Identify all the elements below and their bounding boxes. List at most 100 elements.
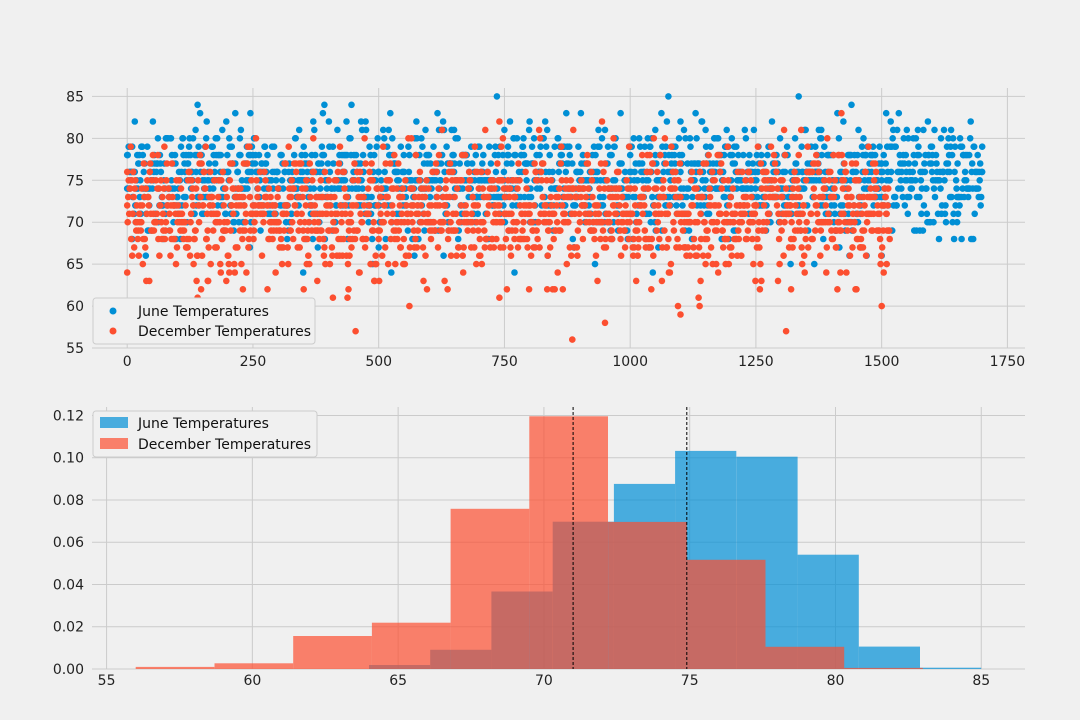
scatter-point-december [840,177,848,184]
legend-swatch-june [100,417,128,428]
scatter-point-june [357,160,364,167]
scatter-point-december [226,177,234,184]
scatter-point-june [139,143,146,150]
scatter-point-june [969,235,977,243]
scatter-point-december [347,210,354,218]
scatter-point-december [333,177,340,184]
scatter-point-june [641,143,649,150]
scatter-point-june [687,143,694,150]
scatter-point-december [399,185,407,192]
scatter-point-december [802,235,809,243]
scatter-point-june [721,193,728,201]
scatter-point-december [727,193,735,201]
scatter-point-december [274,185,282,192]
scatter-point-december [358,218,366,226]
scatter-point-june [976,177,983,184]
scatter-point-june [373,143,381,150]
scatter-point-december [402,177,409,184]
scatter-point-june [217,151,225,159]
scatter-point-december [178,210,186,218]
scatter-point-december [633,227,641,234]
scatter-point-june [422,126,429,134]
scatter-point-december [244,160,251,167]
scatter-point-december [512,227,519,234]
scatter-point-december [823,269,830,276]
scatter-point-december [250,235,257,243]
scatter-point-december [160,185,168,192]
scatter-point-december [416,177,423,184]
scatter-point-december [396,202,404,209]
scatter-point-december [831,177,839,184]
scatter-point-december [423,177,430,184]
scatter-point-december [465,185,473,192]
histogram-bar-december [686,559,766,669]
scatter-point-december [804,143,811,150]
scatter-point-december [838,151,846,159]
scatter-point-december [837,269,844,276]
scatter-point-december [780,252,787,259]
scatter-x-tick-label: 1250 [738,354,774,370]
scatter-point-december [771,177,778,184]
scatter-point-december [577,193,585,201]
scatter-point-december [873,185,880,192]
scatter-point-december [837,227,845,234]
scatter-point-june [707,143,714,150]
scatter-point-december [417,202,425,209]
scatter-point-june [179,135,187,142]
scatter-point-december [310,135,317,142]
scatter-point-june [831,202,838,209]
histogram-x-tick-label: 60 [243,673,261,689]
scatter-point-december [602,235,609,243]
scatter-point-december [878,244,886,251]
legend-marker-june [109,307,117,315]
scatter-point-december [145,193,152,201]
scatter-point-june [314,244,322,251]
scatter-point-december [140,160,148,167]
scatter-point-december [192,185,200,192]
scatter-point-june [956,202,963,209]
scatter-point-june [237,126,245,134]
scatter-point-december [576,210,583,218]
scatter-point-december [228,202,236,209]
scatter-point-december [283,202,291,209]
scatter-point-june [967,118,974,125]
scatter-point-december [787,286,795,293]
scatter-point-december [546,244,554,251]
scatter-point-december [754,143,762,150]
scatter-point-december [188,177,195,184]
scatter-point-december [532,168,539,176]
histogram-bar-december [765,646,845,669]
scatter-point-december [243,269,250,276]
scatter-point-december [431,227,439,234]
scatter-point-june [195,143,202,150]
scatter-y-tick-label: 70 [66,215,84,231]
scatter-point-december [689,202,697,209]
scatter-point-june [520,135,527,142]
scatter-point-december [474,202,482,209]
scatter-point-december [415,210,422,218]
scatter-point-december [675,177,682,184]
scatter-point-june [671,151,678,159]
scatter-point-june [480,151,487,159]
scatter-point-june [203,118,210,125]
scatter-point-december [466,177,474,184]
scatter-point-june [329,143,337,150]
scatter-point-june [649,193,656,201]
scatter-point-june [486,143,493,150]
scatter-point-december [469,193,477,201]
scatter-point-december [800,202,807,209]
scatter-point-december [725,260,733,268]
scatter-point-december [444,235,452,243]
scatter-point-june [527,193,535,201]
scatter-point-december [584,151,591,159]
scatter-point-june [673,202,680,209]
scatter-point-december [199,202,207,209]
scatter-point-december [254,193,261,201]
scatter-point-june [742,135,750,142]
scatter-point-december [670,218,677,226]
scatter-point-june [385,126,393,134]
scatter-point-december [665,235,672,243]
scatter-point-december [567,177,575,184]
scatter-point-june [937,185,944,192]
scatter-point-december [177,185,185,192]
